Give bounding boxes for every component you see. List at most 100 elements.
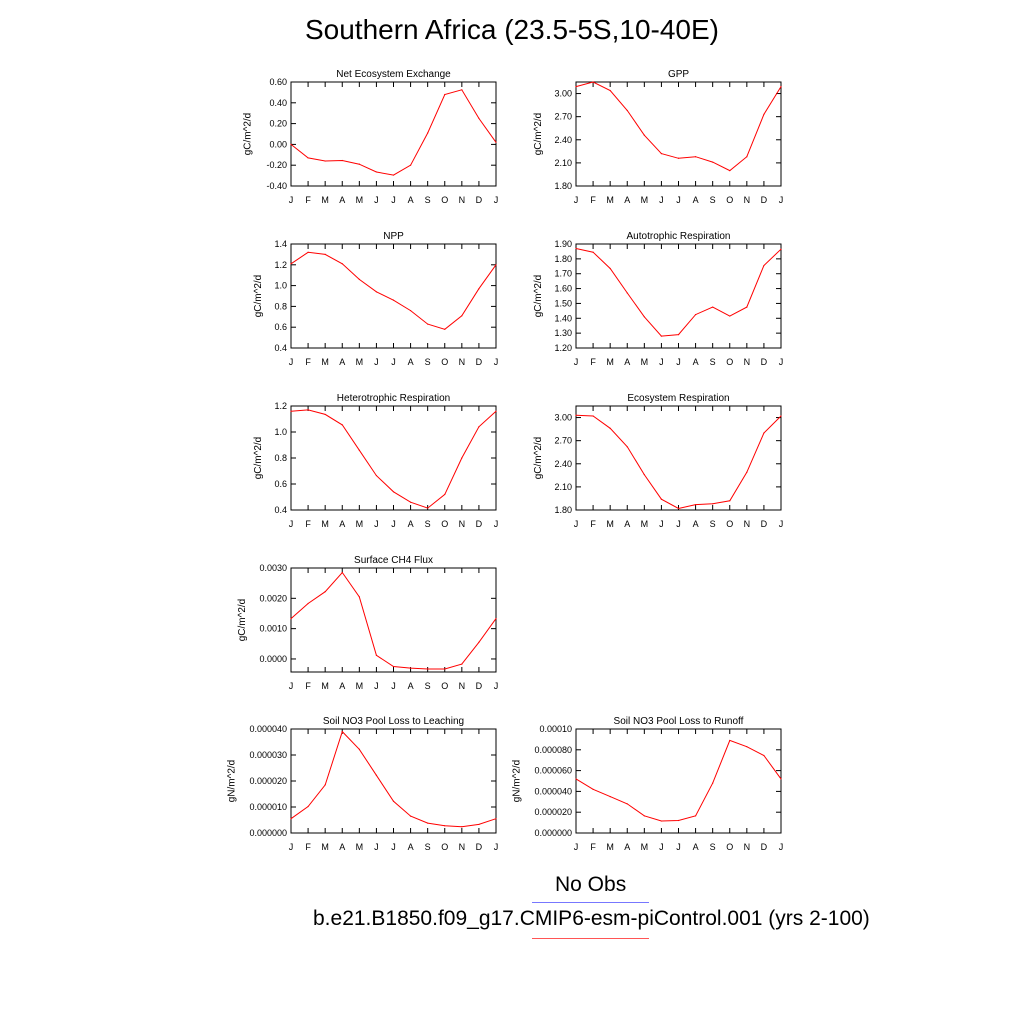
y-tick-label: 0.20	[269, 119, 287, 129]
data-point	[478, 823, 480, 826]
y-tick-label: 0.00	[269, 139, 287, 149]
x-tick-label: A	[339, 195, 345, 205]
x-tick-label: M	[321, 681, 329, 691]
y-tick-label: 0.40	[269, 98, 287, 108]
x-tick-label: J	[779, 519, 784, 529]
data-point	[307, 409, 309, 411]
data-point	[324, 253, 326, 255]
data-point	[444, 328, 446, 330]
data-point	[712, 161, 714, 163]
y-axis-label: gN/m^2/d	[512, 760, 523, 803]
x-tick-label: M	[356, 519, 364, 529]
data-point	[677, 157, 680, 159]
x-tick-label: J	[574, 842, 579, 852]
x-tick-label: J	[289, 681, 294, 691]
y-tick-label: 1.0	[274, 427, 287, 437]
data-point	[677, 334, 680, 336]
data-point	[592, 251, 594, 253]
x-tick-label: S	[710, 195, 716, 205]
data-point	[444, 493, 446, 495]
data-point	[626, 803, 628, 805]
y-tick-label: 0.6	[274, 479, 287, 489]
x-tick-label: S	[710, 842, 716, 852]
x-tick-label: A	[339, 357, 345, 367]
data-point	[694, 156, 697, 158]
data-point	[780, 248, 782, 250]
x-tick-label: N	[459, 195, 466, 205]
x-tick-label: O	[726, 195, 733, 205]
data-point	[746, 746, 748, 748]
plot-frame	[575, 81, 782, 187]
data-point	[392, 491, 395, 493]
x-tick-label: A	[339, 842, 345, 852]
data-point	[461, 826, 463, 828]
chart-title: Soil NO3 Pool Loss to Runoff	[614, 716, 744, 727]
chart-title: Heterotrophic Respiration	[337, 393, 450, 404]
data-point	[392, 665, 395, 668]
x-tick-label: J	[494, 195, 499, 205]
x-tick-label: N	[459, 842, 466, 852]
data-point	[427, 822, 429, 824]
data-point	[780, 86, 782, 88]
data-point	[495, 818, 497, 820]
y-tick-label: 2.10	[554, 158, 572, 168]
x-tick-label: M	[356, 842, 364, 852]
data-point	[763, 754, 765, 757]
x-tick-label: J	[289, 195, 294, 205]
x-tick-label: N	[744, 842, 751, 852]
x-tick-label: O	[441, 357, 448, 367]
y-tick-label: 0.000030	[249, 750, 287, 760]
chart-title: GPP	[668, 69, 689, 80]
x-tick-label: J	[676, 195, 681, 205]
y-tick-label: 0.000060	[534, 766, 572, 776]
x-tick-label: D	[476, 195, 483, 205]
x-tick-label: M	[356, 681, 364, 691]
x-tick-label: M	[606, 842, 614, 852]
plot-frame	[290, 728, 497, 834]
data-point	[409, 309, 412, 312]
y-tick-label: 2.70	[554, 436, 572, 446]
series-line	[575, 414, 782, 510]
data-point	[358, 596, 360, 598]
data-point	[763, 432, 765, 434]
x-tick-label: D	[476, 519, 483, 529]
y-tick-label: 0.000000	[249, 828, 287, 838]
x-tick-label: J	[659, 519, 664, 529]
x-tick-label: D	[761, 519, 768, 529]
x-tick-label: S	[710, 519, 716, 529]
x-tick-label: M	[321, 842, 329, 852]
data-point	[763, 264, 765, 267]
data-point	[307, 157, 309, 159]
y-tick-label: -0.20	[266, 160, 287, 170]
data-point	[307, 602, 309, 605]
x-tick-label: J	[659, 842, 664, 852]
data-point	[409, 164, 412, 166]
data-point	[495, 141, 497, 143]
data-point	[575, 778, 577, 780]
data-point	[427, 668, 429, 670]
data-point	[495, 410, 497, 412]
x-tick-label: F	[590, 195, 596, 205]
x-tick-label: J	[289, 842, 294, 852]
data-point	[290, 818, 292, 820]
x-tick-label: J	[659, 357, 664, 367]
plot-frame	[290, 243, 497, 349]
data-point	[592, 81, 594, 83]
data-point	[746, 471, 748, 473]
data-point	[307, 251, 309, 253]
x-tick-label: M	[356, 357, 364, 367]
x-tick-label: D	[761, 357, 768, 367]
data-point	[746, 306, 748, 308]
x-tick-label: J	[574, 195, 579, 205]
y-tick-label: 0.8	[274, 453, 287, 463]
chart-title: Ecosystem Respiration	[627, 393, 729, 404]
data-point	[660, 153, 663, 155]
data-point	[643, 316, 645, 318]
x-tick-label: M	[641, 357, 649, 367]
data-point	[341, 159, 343, 162]
x-tick-label: N	[459, 519, 466, 529]
series-line	[575, 81, 782, 172]
x-tick-label: J	[676, 842, 681, 852]
